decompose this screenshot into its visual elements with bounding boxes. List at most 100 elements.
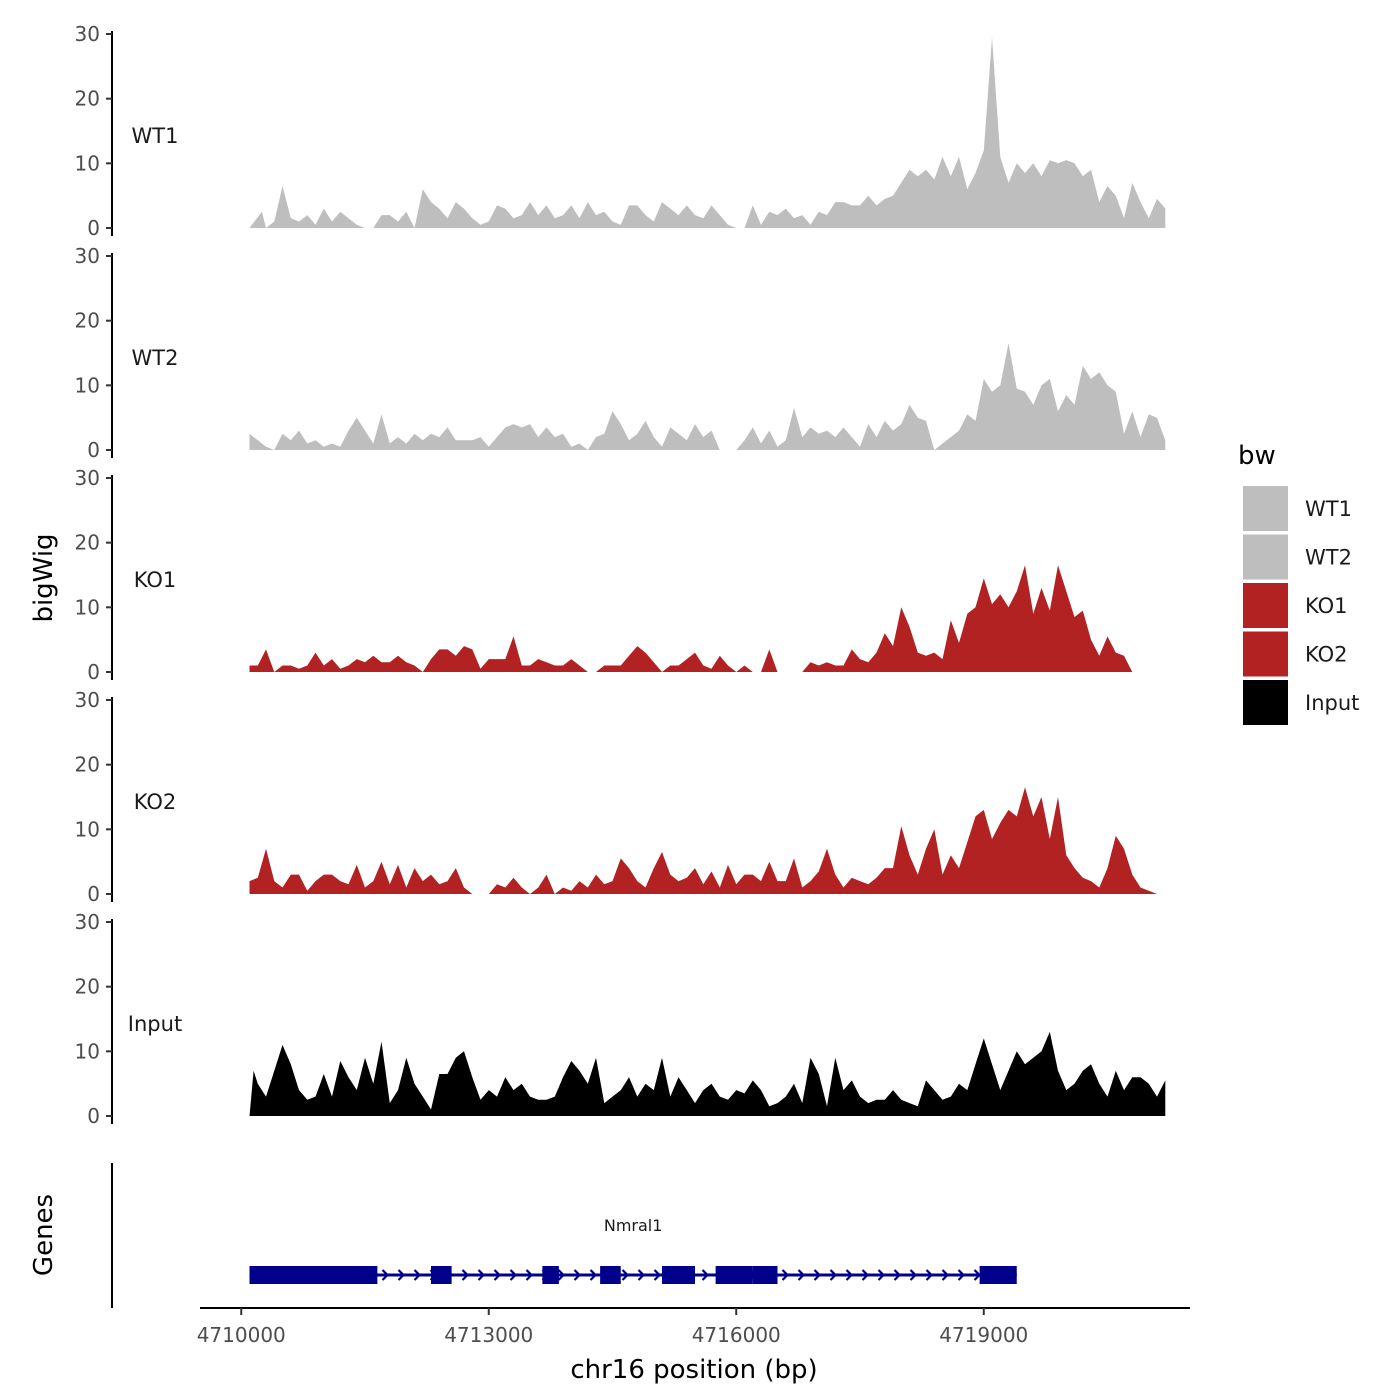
strand-arrow [589, 1269, 598, 1281]
strand-arrow [557, 1269, 566, 1281]
track-panel-ko2: 0 10 20 30 KO2 [75, 688, 1166, 906]
gene-name-label: Nmral1 [604, 1216, 663, 1235]
x-tick-label: 4716000 [692, 1323, 781, 1347]
legend-label: KO1 [1305, 594, 1348, 618]
coverage-area-ko1-segment-1 [249, 636, 588, 672]
x-tick-label: 4710000 [197, 1323, 286, 1347]
y-tick-label: 0 [87, 660, 100, 684]
gene-models: Nmral1 [249, 1216, 1017, 1284]
legend-title: bw [1238, 441, 1276, 471]
y-tick-label: 20 [75, 975, 100, 999]
track-panel-ko1: 0 10 20 30 KO1 [75, 466, 1133, 684]
gene-exon [542, 1266, 559, 1284]
y-tick-label: 0 [87, 1104, 100, 1128]
legend: bw WT1 WT2 KO1 KO2 Input [1238, 441, 1359, 725]
x-axis: 4710000 4713000 4716000 4719000 [197, 1307, 1190, 1347]
strand-arrow [381, 1269, 390, 1281]
legend-label: WT2 [1305, 546, 1352, 570]
y-tick-label: 20 [75, 531, 100, 555]
y-tick-label: 20 [75, 753, 100, 777]
legend-label: Input [1305, 691, 1359, 715]
x-tick-label: 4713000 [444, 1323, 533, 1347]
strand-arrow [813, 1269, 822, 1281]
strand-arrow [957, 1269, 966, 1281]
track-label-ko2: KO2 [134, 790, 177, 814]
y-tick-label: 10 [75, 151, 100, 175]
legend-item-wt2: WT2 [1243, 534, 1352, 580]
legend-items: WT1 WT2 KO1 KO2 Input [1243, 486, 1359, 725]
strand-arrow [701, 1269, 710, 1281]
track-label-input: Input [128, 1012, 182, 1036]
coverage-area-wt2-segment-1 [249, 411, 720, 450]
track-label-wt2: WT2 [132, 346, 179, 370]
track-panel-input: 0 10 20 30 Input [75, 910, 1166, 1128]
y-tick-label: 30 [75, 466, 100, 490]
coverage-area-wt1-segment-1 [249, 186, 365, 228]
y-tick-label: 10 [75, 1039, 100, 1063]
strand-arrow [413, 1269, 422, 1281]
track-panel-wt2: 0 10 20 30 WT2 [75, 244, 1166, 462]
y-tick-label: 30 [75, 910, 100, 934]
strand-arrow [509, 1269, 518, 1281]
legend-item-wt1: WT1 [1243, 486, 1352, 531]
y-tick-label: 30 [75, 244, 100, 268]
legend-key-swatch [1243, 534, 1288, 580]
x-ticks: 4710000 4713000 4716000 4719000 [197, 1308, 1028, 1347]
gene-exon [348, 1266, 378, 1284]
strand-arrow [781, 1269, 790, 1281]
coverage-area-ko1-segment-3 [802, 565, 1133, 672]
coverage-area-ko2-segment-2 [488, 787, 1166, 894]
y-tick-label: 10 [75, 595, 100, 619]
coverage-area-wt1-segment-2 [373, 189, 737, 228]
gene-exon [715, 1266, 753, 1284]
strand-arrow [861, 1269, 870, 1281]
y-tick-label: 20 [75, 309, 100, 333]
strand-arrow [973, 1269, 982, 1281]
legend-item-ko1: KO1 [1243, 583, 1348, 628]
gene-exon [600, 1266, 621, 1284]
coverage-area-ko1-segment-2 [596, 646, 778, 672]
y-tick-label: 30 [75, 22, 100, 46]
gene-exon [979, 1266, 1017, 1284]
coverage-area-wt1-segment-3 [744, 37, 1166, 229]
coverage-area-ko2-segment-1 [249, 848, 481, 894]
legend-key-swatch [1243, 631, 1288, 677]
coverage-area-input-segment-1 [249, 1031, 1166, 1116]
strand-arrow [909, 1269, 918, 1281]
strand-arrow [893, 1269, 902, 1281]
y-tick-label: 0 [87, 438, 100, 462]
strand-arrow [829, 1269, 838, 1281]
strand-arrow [653, 1269, 662, 1281]
strand-arrow [845, 1269, 854, 1281]
gene-exon [752, 1266, 778, 1284]
genes-panel-title: Genes [29, 1194, 59, 1276]
gene-exon [249, 1266, 349, 1284]
coverage-area-wt2-segment-2 [736, 343, 1166, 450]
track-label-wt1: WT1 [132, 124, 179, 148]
y-tick-label: 0 [87, 216, 100, 240]
y-tick-label: 30 [75, 688, 100, 712]
gene-exon [431, 1266, 452, 1284]
strand-arrow [797, 1269, 806, 1281]
y-tick-label: 10 [75, 817, 100, 841]
strand-arrow [877, 1269, 886, 1281]
strand-arrow [461, 1269, 470, 1281]
strand-arrow [397, 1269, 406, 1281]
x-axis-title: chr16 position (bp) [570, 1355, 817, 1385]
genes-panel: Genes Nmral1 [29, 1163, 1017, 1308]
track-panels: 0 10 20 30 WT1 0 10 20 30 WT2 0 10 20 30 KO1 0 10 20 30 KO2… [75, 22, 1166, 1128]
strand-arrow [621, 1269, 630, 1281]
legend-label: KO2 [1305, 643, 1348, 667]
track-panel-wt1: 0 10 20 30 WT1 [75, 22, 1166, 240]
strand-arrow [493, 1269, 502, 1281]
gene-model-nmral1: Nmral1 [249, 1216, 1017, 1284]
legend-key-swatch [1243, 486, 1288, 531]
legend-key-swatch [1243, 583, 1288, 628]
strand-arrow [637, 1269, 646, 1281]
y-tick-label: 20 [75, 87, 100, 111]
y-tick-label: 10 [75, 373, 100, 397]
track-label-ko1: KO1 [134, 568, 177, 592]
legend-label: WT1 [1305, 497, 1352, 521]
legend-key-swatch [1243, 680, 1288, 725]
